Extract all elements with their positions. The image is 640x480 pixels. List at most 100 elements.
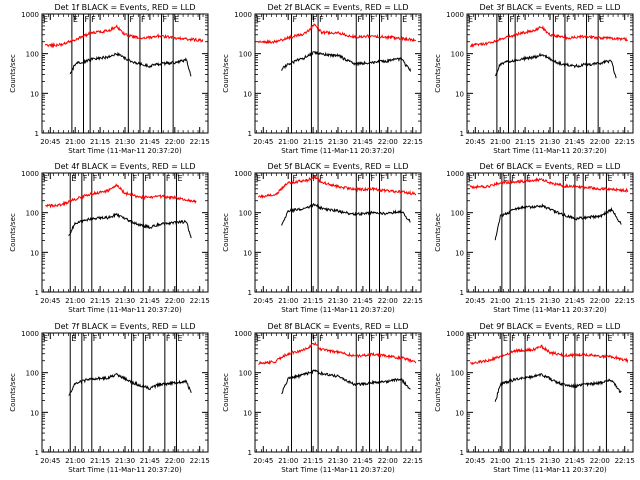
x-tick-label: 22:15 bbox=[403, 297, 423, 305]
x-tick-label: 21:45 bbox=[140, 457, 160, 465]
panel-5: Det 5f BLACK = Events, RED = LLD 1 10 100 10… bbox=[222, 162, 423, 314]
x-tick-label: 22:00 bbox=[378, 138, 398, 146]
x-tick-label: 21:30 bbox=[540, 457, 560, 465]
x-axis-label: Start Time (11-Mar-11 20:37:20) bbox=[68, 466, 182, 474]
series-lld-line bbox=[469, 177, 629, 194]
series-lld-line bbox=[469, 24, 628, 48]
event-marker-label: F bbox=[371, 174, 376, 183]
series-lld-line bbox=[45, 183, 197, 209]
x-tick-label: 21:15 bbox=[303, 297, 323, 305]
x-tick-label: 21:45 bbox=[353, 138, 373, 146]
x-tick-label: 21:30 bbox=[540, 138, 560, 146]
y-tick-label: 1000 bbox=[21, 170, 39, 178]
x-tick-label: 21:15 bbox=[303, 138, 323, 146]
event-marker-label: E bbox=[402, 174, 407, 183]
event-marker-label: E bbox=[71, 334, 76, 343]
y-tick-label: 1000 bbox=[446, 330, 464, 338]
event-marker-label: E bbox=[71, 174, 76, 183]
event-marker-label: E bbox=[256, 334, 261, 343]
x-axis-label: Start Time (11-Mar-11 20:37:20) bbox=[68, 147, 182, 155]
event-marker-label: F bbox=[144, 334, 149, 343]
y-tick-label: 1 bbox=[460, 130, 464, 138]
event-marker-label: F bbox=[293, 15, 298, 24]
x-tick-label: 22:00 bbox=[378, 457, 398, 465]
event-marker-label: F bbox=[133, 334, 138, 343]
x-axis-label: Start Time (11-Mar-11 20:37:20) bbox=[493, 306, 607, 314]
series-events-line bbox=[494, 373, 622, 402]
x-tick-label: 21:15 bbox=[90, 297, 110, 305]
series-lld-line bbox=[257, 174, 417, 199]
y-tick-label: 1 bbox=[460, 449, 464, 457]
y-tick-label: 1000 bbox=[234, 330, 252, 338]
event-marker-label: F bbox=[312, 334, 317, 343]
event-marker-label: F bbox=[293, 334, 298, 343]
x-tick-label: 22:00 bbox=[165, 138, 185, 146]
x-tick-label: 22:15 bbox=[403, 457, 423, 465]
x-tick-label: 22:15 bbox=[190, 138, 210, 146]
x-tick-label: 21:15 bbox=[515, 138, 535, 146]
event-marker-label: F bbox=[319, 334, 324, 343]
y-tick-label: 1 bbox=[35, 130, 39, 138]
event-marker-label: F bbox=[511, 334, 516, 343]
y-tick-label: 1 bbox=[460, 289, 464, 297]
x-tick-label: 21:00 bbox=[278, 457, 298, 465]
plot-frame bbox=[41, 172, 209, 293]
panel-9: Det 9f BLACK = Events, RED = LLD 1 10 100 10… bbox=[434, 322, 635, 474]
panel-1: Det 1f BLACK = Events, RED = LLD 1 10 100 10… bbox=[9, 3, 210, 155]
x-tick-label: 21:00 bbox=[490, 297, 510, 305]
x-tick-label: 21:15 bbox=[515, 297, 535, 305]
event-marker-label: F bbox=[357, 334, 362, 343]
event-marker-label: E bbox=[43, 15, 48, 24]
event-marker-label: F bbox=[83, 334, 88, 343]
event-marker-label: F bbox=[564, 174, 569, 183]
x-axis-label: Start Time (11-Mar-11 20:37:20) bbox=[68, 306, 182, 314]
y-tick-label: 1000 bbox=[234, 170, 252, 178]
y-axis-label: Counts/sec bbox=[9, 213, 17, 252]
event-marker-label: E bbox=[402, 334, 407, 343]
x-tick-label: 22:15 bbox=[615, 457, 635, 465]
event-marker-label: F bbox=[371, 15, 376, 24]
y-tick-label: 100 bbox=[239, 210, 252, 218]
event-marker-label: F bbox=[381, 174, 386, 183]
event-marker-label: F bbox=[526, 334, 531, 343]
panel-4: Det 4f BLACK = Events, RED = LLD 1 10 100 10… bbox=[9, 162, 210, 314]
y-tick-label: 1000 bbox=[21, 11, 39, 19]
event-marker-label: E bbox=[468, 334, 473, 343]
x-axis-label: Start Time (11-Mar-11 20:37:20) bbox=[281, 306, 395, 314]
event-marker-label: F bbox=[141, 15, 146, 24]
series-lld-line bbox=[257, 22, 417, 45]
y-tick-label: 100 bbox=[26, 370, 39, 378]
x-tick-label: 22:00 bbox=[590, 138, 610, 146]
event-marker-label: F bbox=[83, 174, 88, 183]
event-marker-label: F bbox=[133, 174, 138, 183]
event-marker-label: F bbox=[129, 15, 134, 24]
x-axis-label: Start Time (11-Mar-11 20:37:20) bbox=[493, 147, 607, 155]
event-marker-label: F bbox=[166, 174, 171, 183]
y-tick-label: 1000 bbox=[446, 170, 464, 178]
chart-title: Det 6f BLACK = Events, RED = LLD bbox=[479, 162, 620, 171]
event-marker-label: E bbox=[503, 334, 508, 343]
x-tick-label: 20:45 bbox=[40, 297, 60, 305]
chart-title: Det 5f BLACK = Events, RED = LLD bbox=[267, 162, 408, 171]
x-tick-label: 21:30 bbox=[328, 297, 348, 305]
y-tick-label: 1 bbox=[248, 289, 252, 297]
event-marker-label: F bbox=[511, 174, 516, 183]
event-marker-label: E bbox=[43, 334, 48, 343]
event-marker-label: F bbox=[584, 334, 589, 343]
event-marker-label: F bbox=[319, 174, 324, 183]
event-marker-label: E bbox=[73, 15, 78, 24]
y-tick-label: 10 bbox=[243, 90, 252, 98]
event-marker-label: F bbox=[293, 174, 298, 183]
x-tick-label: 21:30 bbox=[328, 138, 348, 146]
y-tick-label: 10 bbox=[455, 90, 464, 98]
event-marker-label: F bbox=[93, 174, 98, 183]
x-tick-label: 22:15 bbox=[190, 297, 210, 305]
panel-2: Det 2f BLACK = Events, RED = LLD 1 10 100 10… bbox=[222, 3, 423, 155]
x-tick-label: 21:15 bbox=[90, 138, 110, 146]
panel-7: Det 7f BLACK = Events, RED = LLD 1 10 100 10… bbox=[9, 322, 210, 474]
x-tick-label: 22:15 bbox=[615, 138, 635, 146]
chart-title: Det 3f BLACK = Events, RED = LLD bbox=[479, 3, 620, 12]
event-marker-label: F bbox=[381, 15, 386, 24]
x-tick-label: 22:00 bbox=[590, 297, 610, 305]
x-tick-label: 21:45 bbox=[353, 297, 373, 305]
